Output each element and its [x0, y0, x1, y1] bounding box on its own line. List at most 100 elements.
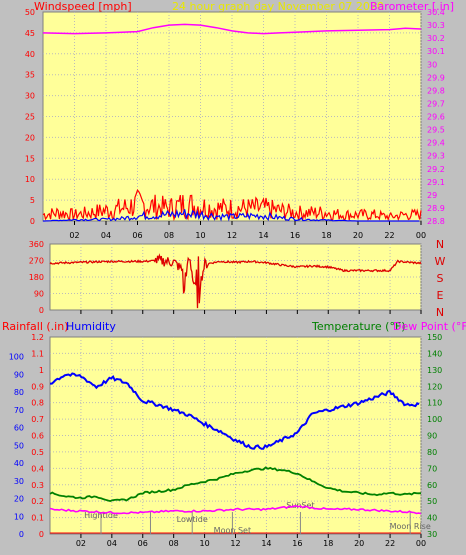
temperature-series-line — [49, 466, 422, 503]
climate-chart-x-tick-label: 20 — [354, 539, 364, 548]
barometer-y-tick-label: 29 — [427, 191, 437, 200]
wind-chart-x-tick-label: 10 — [195, 231, 205, 240]
barometer-y-tick-label: 29.9 — [427, 73, 445, 82]
wind-y-tick-label: 40 — [25, 50, 35, 59]
rainfall-y-tick-label: 0.5 — [31, 448, 44, 457]
annotation-label: Hightide — [84, 511, 118, 520]
compass-label: W — [435, 255, 446, 268]
temperature-y-tick-label: 50 — [427, 497, 437, 506]
rainfall-y-tick-label: 0.1 — [31, 514, 44, 523]
direction-y-tick-label: 180 — [29, 273, 44, 282]
compass-label: S — [437, 272, 444, 285]
rainfall-y-tick-label: 0.6 — [31, 432, 44, 441]
temperature-y-tick-label: 70 — [427, 464, 437, 473]
direction-y-tick-label: 270 — [29, 257, 44, 266]
climate-chart-x-tick-label: 06 — [138, 539, 148, 548]
wind-chart-x-tick-label: 02 — [69, 231, 79, 240]
wind-chart-x-tick-label: 12 — [227, 231, 237, 240]
gust-series-line — [43, 208, 420, 222]
barometer-y-tick-label: 30.1 — [427, 47, 445, 56]
wind-y-tick-label: 25 — [25, 113, 35, 122]
humidity-axis-label: Humidity — [66, 320, 116, 333]
rainfall-y-tick-label: 1.1 — [31, 349, 44, 358]
wind-chart-x-tick-label: 22 — [384, 231, 394, 240]
barometer-y-tick-label: 30 — [427, 60, 437, 69]
wind-y-tick-label: 15 — [25, 154, 35, 163]
barometer-y-tick-label: 29.2 — [427, 165, 445, 174]
barometer-y-tick-label: 29.1 — [427, 178, 445, 187]
rainfall-y-tick-label: 0.7 — [31, 415, 44, 424]
barometer-y-tick-label: 30.2 — [427, 34, 445, 43]
climate-chart-x-tick-label: 12 — [230, 539, 240, 548]
temperature-y-tick-label: 40 — [427, 514, 437, 523]
temperature-axis-label: Temperature (°F) — [311, 320, 406, 333]
climate-chart-x-tick-label: 18 — [323, 539, 333, 548]
climate-chart-x-tick-label: 08 — [169, 539, 179, 548]
climate-chart-x-tick-label: 14 — [261, 539, 271, 548]
compass-label: N — [436, 238, 444, 251]
dewpoint-axis-label: Dew Point (°F) — [393, 320, 466, 333]
temperature-y-tick-label: 130 — [427, 366, 442, 375]
climate-chart-x-tick-label: 02 — [76, 539, 86, 548]
climate-chart-x-tick-label: 16 — [292, 539, 302, 548]
wind-y-tick-label: 0 — [30, 217, 35, 226]
wind-chart-x-tick-label: 08 — [164, 231, 174, 240]
barometer-y-tick-label: 29.4 — [427, 139, 445, 148]
rainfall-y-tick-label: 0 — [39, 530, 44, 539]
temperature-y-tick-label: 90 — [427, 432, 437, 441]
wind-y-tick-label: 45 — [25, 29, 35, 38]
wind-y-tick-label: 30 — [25, 92, 35, 101]
humidity-y-tick-label: 30 — [14, 477, 24, 486]
annotation-label: Moon Set — [214, 526, 251, 535]
direction-y-tick-label: 90 — [34, 290, 44, 299]
wind-y-tick-label: 20 — [25, 133, 35, 142]
wind-y-tick-label: 10 — [25, 175, 35, 184]
humidity-y-tick-label: 90 — [14, 370, 24, 379]
annotation-label: Lowtide — [177, 515, 208, 524]
barometer-series-line — [42, 23, 422, 35]
rainfall-axis-label: Rainfall (.in) — [2, 320, 69, 333]
humidity-y-tick-label: 80 — [14, 388, 24, 397]
wind-chart-x-tick-label: 14 — [258, 231, 268, 240]
barometer-y-tick-label: 28.8 — [427, 217, 445, 226]
rainfall-y-tick-label: 0.2 — [31, 497, 44, 506]
temperature-y-tick-label: 150 — [427, 333, 442, 342]
chart-title: 24 hour graph day November 07 2020 — [172, 0, 384, 13]
windspeed-series-line — [42, 189, 422, 222]
dewpoint-series-line — [49, 504, 422, 515]
humidity-y-tick-label: 0 — [19, 530, 24, 539]
wind-chart-x-tick-label: 18 — [321, 231, 331, 240]
humidity-y-tick-label: 100 — [9, 353, 24, 362]
barometer-y-tick-label: 29.3 — [427, 152, 445, 161]
humidity-y-tick-label: 10 — [14, 512, 24, 521]
temperature-y-tick-label: 120 — [427, 382, 442, 391]
wind-y-tick-label: 5 — [30, 196, 35, 205]
temperature-y-tick-label: 30 — [427, 530, 437, 539]
rainfall-y-tick-label: 0.9 — [31, 382, 44, 391]
wind-chart-x-tick-label: 04 — [101, 231, 111, 240]
rainfall-y-tick-label: 0.8 — [31, 399, 44, 408]
barometer-y-tick-label: 28.9 — [427, 204, 445, 213]
barometer-axis-label: Barometer [.in] — [370, 0, 454, 13]
barometer-y-tick-label: 29.6 — [427, 113, 445, 122]
rainfall-y-tick-label: 1 — [39, 366, 44, 375]
humidity-y-tick-label: 40 — [14, 459, 24, 468]
barometer-y-tick-label: 29.5 — [427, 126, 445, 135]
barometer-y-tick-label: 29.7 — [427, 99, 445, 108]
humidity-y-tick-label: 60 — [14, 424, 24, 433]
barometer-y-tick-label: 30.3 — [427, 21, 445, 30]
humidity-series-line — [50, 372, 420, 450]
barometer-y-tick-label: 30.4 — [427, 8, 445, 17]
wind-y-tick-label: 35 — [25, 71, 35, 80]
temperature-y-tick-label: 110 — [427, 399, 442, 408]
temperature-y-tick-label: 140 — [427, 349, 442, 358]
temperature-y-tick-label: 80 — [427, 448, 437, 457]
climate-chart-x-tick-label: 10 — [199, 539, 209, 548]
wind-chart-x-tick-label: 06 — [132, 231, 142, 240]
compass-label: N — [436, 306, 444, 319]
climate-chart-x-tick-label: 22 — [385, 539, 395, 548]
direction-y-tick-label: 360 — [29, 240, 44, 249]
temperature-y-tick-label: 100 — [427, 415, 442, 424]
